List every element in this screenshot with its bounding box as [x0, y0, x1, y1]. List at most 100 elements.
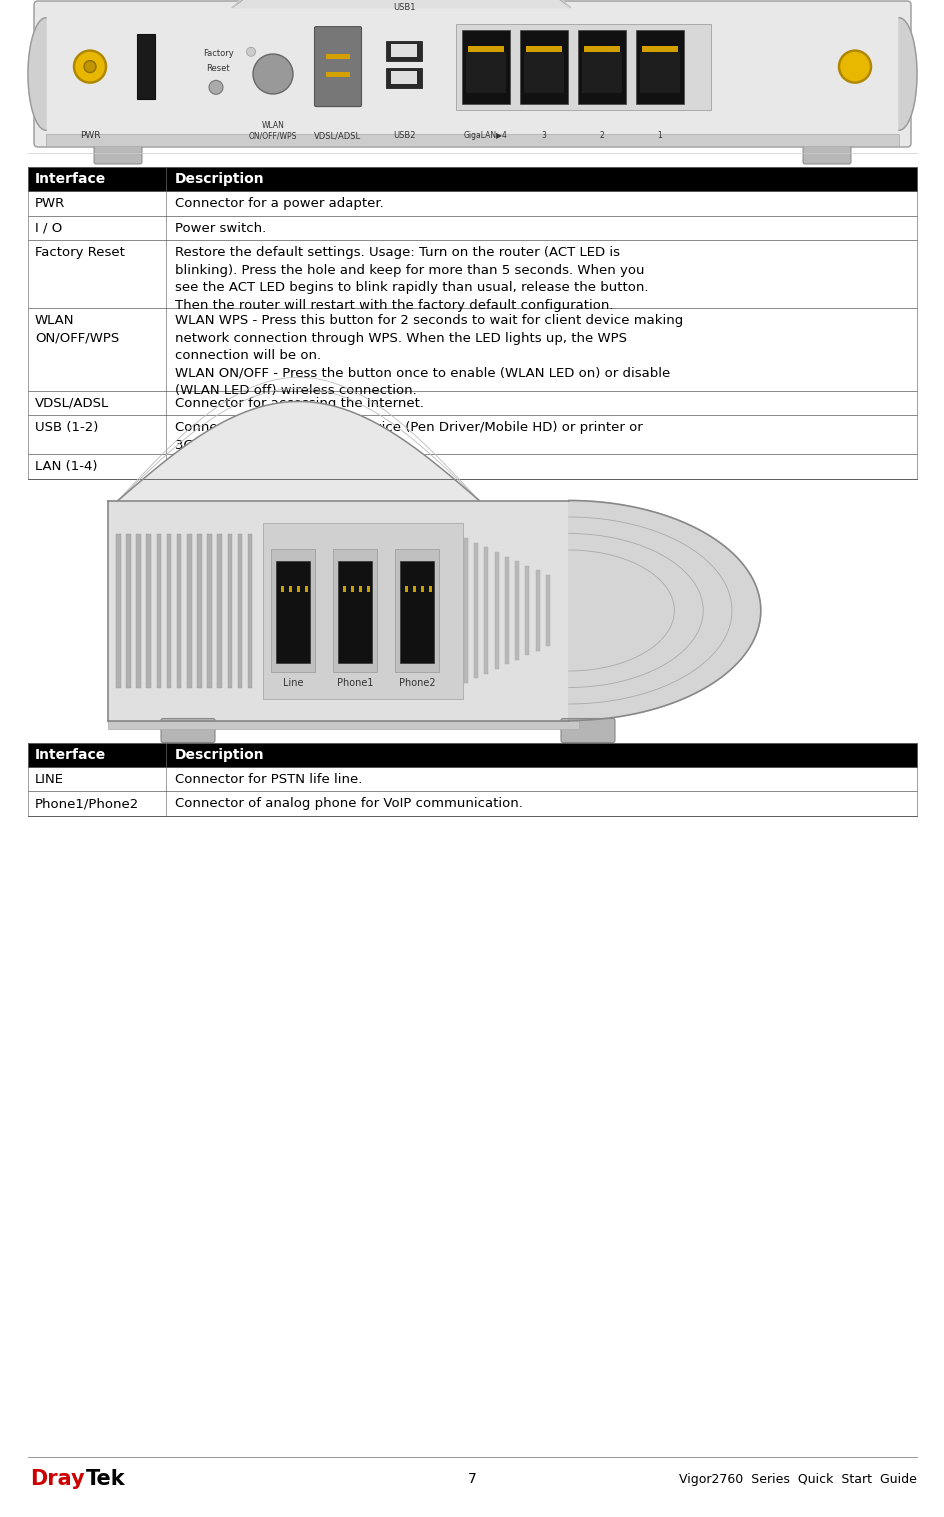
Text: VDSL/ADSL: VDSL/ADSL: [314, 130, 362, 140]
Bar: [157, 534, 161, 687]
Text: 2: 2: [599, 130, 604, 140]
Text: LINE: LINE: [35, 772, 64, 786]
Bar: [28, 790, 916, 816]
Bar: [108, 721, 578, 728]
Bar: [247, 534, 252, 687]
Text: Factory Reset: Factory Reset: [35, 246, 125, 259]
Bar: [326, 71, 349, 77]
Text: PWR: PWR: [79, 130, 100, 140]
Text: LAN (1-4): LAN (1-4): [35, 460, 97, 473]
Text: I / O: I / O: [35, 221, 62, 235]
Polygon shape: [568, 501, 760, 721]
Bar: [271, 549, 314, 672]
Text: Description: Description: [175, 748, 264, 762]
Bar: [395, 549, 439, 672]
Text: Power switch.: Power switch.: [175, 221, 266, 235]
Bar: [494, 552, 498, 669]
Bar: [583, 46, 619, 52]
Bar: [467, 46, 503, 52]
Bar: [525, 566, 529, 655]
Bar: [28, 390, 916, 416]
Bar: [343, 586, 346, 592]
Text: Connector of analog phone for VoIP communication.: Connector of analog phone for VoIP commu…: [175, 796, 522, 810]
FancyBboxPatch shape: [802, 146, 851, 164]
Bar: [126, 534, 130, 687]
Circle shape: [74, 50, 106, 82]
Text: Interface: Interface: [35, 748, 106, 762]
Circle shape: [838, 50, 870, 82]
Circle shape: [246, 47, 255, 56]
Polygon shape: [28, 18, 46, 130]
Text: Tek: Tek: [86, 1468, 126, 1490]
Bar: [28, 742, 916, 766]
Text: Description: Description: [175, 171, 264, 187]
Bar: [177, 534, 181, 687]
Bar: [136, 534, 141, 687]
Bar: [514, 561, 518, 660]
Bar: [519, 30, 567, 103]
Bar: [116, 534, 121, 687]
Bar: [639, 52, 680, 93]
Bar: [546, 575, 549, 646]
FancyBboxPatch shape: [561, 719, 615, 742]
Bar: [350, 586, 354, 592]
Bar: [305, 586, 308, 592]
Bar: [535, 570, 539, 651]
Text: 3: 3: [541, 130, 546, 140]
Bar: [465, 52, 505, 93]
Text: Connector for PSTN life line.: Connector for PSTN life line.: [175, 772, 362, 786]
Bar: [526, 46, 562, 52]
FancyBboxPatch shape: [314, 27, 362, 106]
Bar: [228, 534, 232, 687]
Bar: [146, 534, 151, 687]
Bar: [635, 30, 683, 103]
Bar: [338, 561, 372, 663]
Text: Restore the default settings. Usage: Turn on the router (ACT LED is
blinking). P: Restore the default settings. Usage: Tur…: [175, 246, 648, 311]
Text: Phone1: Phone1: [336, 678, 373, 689]
Bar: [474, 543, 478, 678]
Bar: [391, 71, 416, 83]
Bar: [326, 55, 349, 59]
Bar: [462, 30, 510, 103]
Bar: [523, 52, 564, 93]
Text: Reset: Reset: [206, 64, 229, 73]
Bar: [280, 586, 284, 592]
Bar: [296, 586, 299, 592]
Bar: [464, 539, 467, 683]
Text: Connectors for local network devices.: Connectors for local network devices.: [175, 460, 426, 473]
Text: Connector for accessing the Internet.: Connector for accessing the Internet.: [175, 396, 423, 410]
Text: WLAN
ON/OFF/WPS: WLAN ON/OFF/WPS: [248, 120, 296, 140]
Circle shape: [209, 80, 223, 94]
Bar: [399, 561, 433, 663]
Bar: [413, 586, 415, 592]
Circle shape: [84, 61, 96, 73]
Text: PWR: PWR: [35, 197, 65, 209]
Bar: [421, 586, 424, 592]
Bar: [385, 68, 422, 88]
Text: VDSL/ADSL: VDSL/ADSL: [35, 396, 110, 410]
Text: Interface: Interface: [35, 171, 106, 187]
Bar: [28, 454, 916, 478]
Bar: [28, 215, 916, 240]
FancyBboxPatch shape: [93, 146, 142, 164]
Text: WLAN WPS - Press this button for 2 seconds to wait for client device making
netw: WLAN WPS - Press this button for 2 secon…: [175, 314, 683, 397]
Bar: [359, 586, 362, 592]
Text: Factory: Factory: [202, 49, 233, 58]
Text: Line: Line: [282, 678, 303, 689]
Bar: [207, 534, 211, 687]
Text: Phone1/Phone2: Phone1/Phone2: [35, 796, 139, 810]
Bar: [28, 416, 916, 454]
Text: USB1: USB1: [393, 3, 414, 12]
Bar: [46, 133, 898, 146]
Bar: [391, 44, 416, 58]
Bar: [28, 308, 916, 390]
Circle shape: [253, 55, 293, 94]
Bar: [197, 534, 201, 687]
Bar: [484, 548, 488, 674]
Bar: [366, 586, 370, 592]
Text: 1: 1: [657, 130, 662, 140]
Bar: [453, 534, 457, 687]
Bar: [187, 534, 192, 687]
Bar: [332, 549, 377, 672]
FancyBboxPatch shape: [160, 719, 215, 742]
